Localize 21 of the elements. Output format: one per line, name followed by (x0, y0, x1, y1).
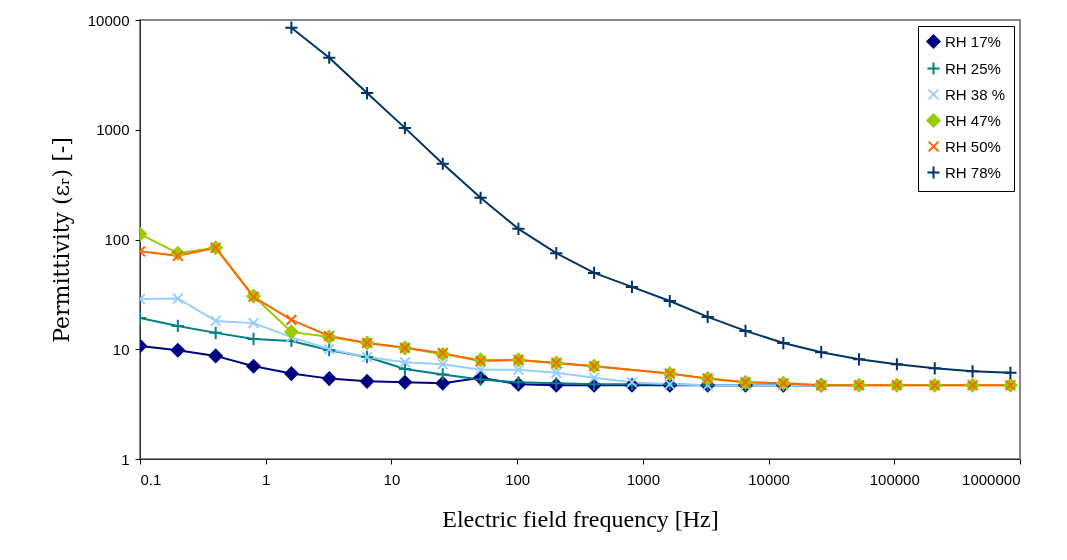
x-axis-title: Electric field frequency [Hz] (442, 505, 719, 532)
x-tick-label: 10000 (748, 470, 790, 488)
y-axis-title: Permittivity (εᵣ) [-] (48, 137, 74, 343)
y-tick-label: 1000 (96, 121, 130, 139)
x-tick-label: 1000 (626, 470, 661, 488)
legend-label: RH 78% (945, 163, 1001, 181)
x-tick-label: 1000000 (962, 470, 1021, 488)
legend-label: RH 25% (945, 59, 1001, 77)
legend-label: RH 47% (945, 111, 1001, 129)
x-tick-label: 1 (262, 470, 271, 488)
y-tick-label: 100 (104, 231, 130, 248)
y-tick-label: 1 (121, 450, 130, 468)
legend-label: RH 17% (945, 32, 1001, 50)
x-tick-label: 100 (505, 470, 531, 488)
y-tick-label: 10000 (87, 11, 130, 29)
legend-label: RH 38 % (945, 85, 1006, 103)
x-tick-label: 10 (383, 470, 401, 488)
x-tick-label: 100000 (869, 470, 920, 488)
legend-label: RH 50% (945, 137, 1001, 155)
x-tick-label: 0.1 (140, 470, 162, 488)
y-tick-label: 10 (112, 340, 130, 358)
